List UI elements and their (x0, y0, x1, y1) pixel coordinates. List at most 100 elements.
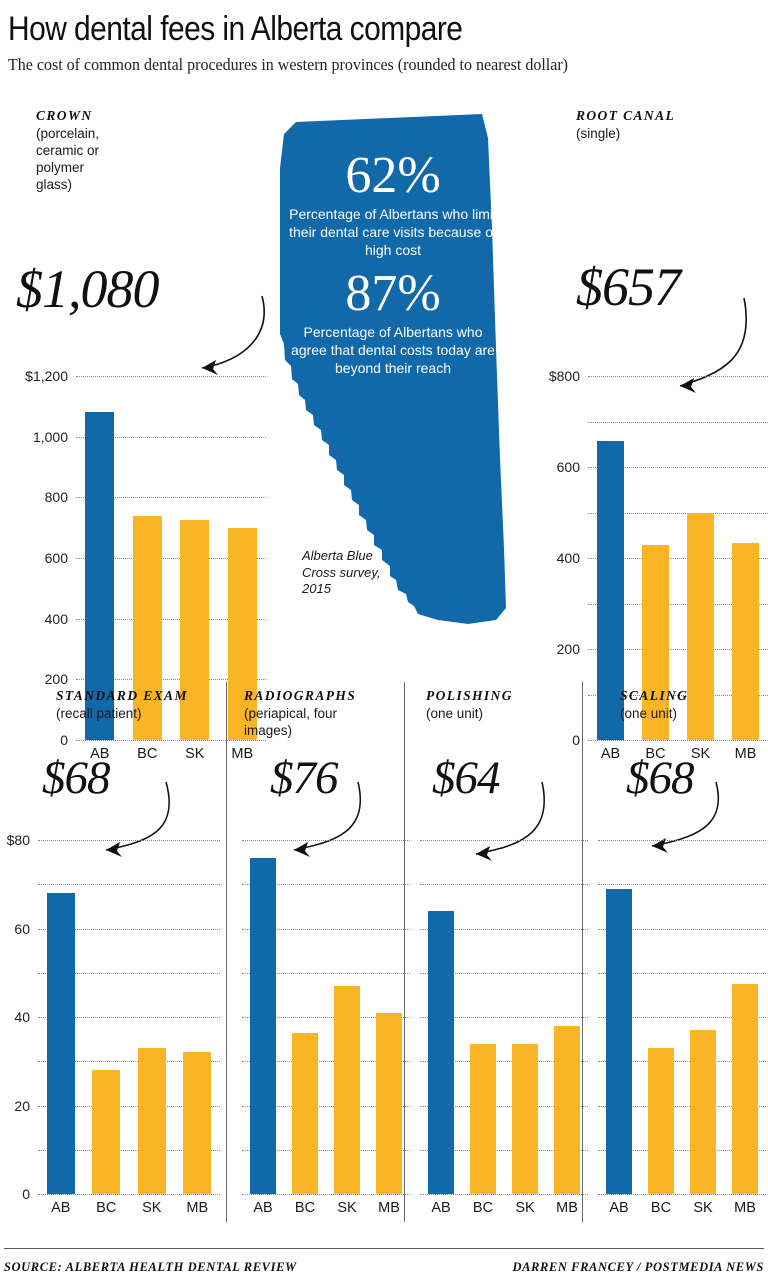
gridline (588, 649, 768, 650)
x-axis-category-label: SK (142, 1200, 162, 1216)
chart-heading-root-canal: ROOT CANAL (single) (576, 108, 675, 143)
panel-divider-2 (404, 682, 405, 1222)
gridline (588, 467, 768, 468)
header: How dental fees in Alberta compare The c… (8, 11, 760, 75)
panel-divider-1 (226, 682, 227, 1222)
plot-area-standard-exam: 0 20 40 60 $80 AB BC SK MB (7, 832, 220, 1216)
x-axis-category-label: MB (734, 746, 757, 762)
gridline (588, 694, 768, 696)
chart-title-crown: CROWN (36, 108, 93, 123)
x-axis-category-label: BC (137, 746, 158, 762)
gridline (420, 1149, 588, 1151)
gridline (242, 928, 410, 930)
y-axis-tick-label: 400 (556, 550, 580, 566)
chart-title-polishing: POLISHING (426, 688, 513, 703)
chart-subtitle-radiographs: (periapical, four images) (244, 706, 338, 738)
map-stat-2-percent: 87% (345, 265, 441, 322)
x-axis-category-label: MB (186, 1200, 209, 1216)
chart-title-scaling: SCALING (620, 688, 689, 703)
gridline (242, 1017, 410, 1018)
y-axis-tick-label: 200 (44, 671, 68, 688)
x-axis-category-label: SK (337, 1200, 357, 1216)
gridline (420, 1061, 588, 1063)
y-axis-tick-label: $1,200 (25, 368, 68, 384)
x-axis-category-label: AB (600, 746, 621, 762)
chart-heading-standard-exam: STANDARD EXAM (recall patient) (56, 688, 188, 723)
gridline (38, 1149, 220, 1151)
y-axis-tick-label: 60 (14, 920, 30, 937)
gridline (588, 558, 768, 559)
x-axis-category-label: SK (185, 746, 205, 762)
plot-area-radiographs: AB BC SK MB (242, 840, 410, 1216)
y-axis-tick-label: $80 (6, 832, 30, 848)
map-stat-2-description: Percentage of Albertans who agree that d… (291, 324, 495, 376)
alberta-map-panel: 62% Percentage of Albertans who limit th… (268, 108, 518, 638)
bar-scaling-SK (689, 1030, 716, 1194)
chart-title-root-canal: ROOT CANAL (576, 108, 676, 123)
bar-scaling-MB (731, 983, 758, 1194)
gridline (420, 928, 588, 930)
callout-arrow-polishing (475, 781, 545, 861)
map-stat-1-description: Percentage of Albertans who limit their … (289, 206, 497, 258)
gridline (420, 884, 588, 886)
gridline (38, 840, 220, 841)
bar-crown-SK (180, 520, 210, 740)
gridline (598, 1017, 766, 1018)
x-axis-category-label: MB (378, 1200, 400, 1216)
bar-polishing-AB (427, 910, 454, 1194)
gridline (38, 1194, 220, 1195)
chart-title-radiographs: RADIOGRAPHS (244, 688, 357, 703)
gridline (38, 1105, 220, 1107)
gridline (588, 512, 768, 514)
x-axis-category-label: AB (90, 746, 110, 762)
callout-arrow-radiographs (293, 781, 362, 857)
bar-standard-exam-AB (46, 893, 75, 1194)
gridline (598, 840, 766, 841)
y-axis-tick-label: 40 (14, 1009, 30, 1025)
map-stat-1-percent: 62% (345, 147, 441, 204)
map-source-note: Alberta Blue Cross survey, 2015 (302, 548, 381, 597)
bar-crown-MB (227, 527, 257, 740)
gridline (76, 679, 266, 681)
chart-heading-radiographs: RADIOGRAPHS (periapical, four images) (244, 688, 356, 740)
callout-arrow-scaling (651, 781, 720, 853)
gridline (598, 1105, 766, 1107)
gridline (242, 1149, 410, 1151)
chart-callout-value-root-canal: $657 (576, 257, 681, 317)
bar-root-canal-BC (641, 545, 670, 740)
bar-scaling-AB (605, 888, 632, 1194)
bar-scaling-BC (647, 1047, 674, 1194)
bar-polishing-SK (511, 1043, 538, 1194)
y-axis-tick-label: 1,000 (32, 428, 68, 445)
bar-radiographs-AB (249, 857, 276, 1194)
x-axis-category-label: SK (690, 746, 711, 762)
bar-radiographs-SK (333, 986, 360, 1194)
chart-subtitle-standard-exam: (recall patient) (56, 706, 142, 721)
bar-polishing-MB (553, 1025, 580, 1194)
callout-arrow-standard-exam (105, 781, 170, 857)
x-axis-category-label: AB (51, 1200, 71, 1216)
gridline (76, 497, 266, 499)
x-axis-category-label: BC (294, 1200, 316, 1216)
map-stat-2: 87% Percentage of Albertans who agree th… (268, 268, 518, 378)
chart-heading-polishing: POLISHING (one unit) (426, 688, 513, 723)
gridline (38, 972, 220, 974)
bar-root-canal-SK (686, 512, 715, 740)
panel-divider-3 (582, 682, 583, 1222)
x-axis-category-label: BC (96, 1200, 117, 1216)
bar-radiographs-BC (291, 1032, 318, 1194)
gridline (242, 884, 410, 886)
gridline (76, 740, 266, 741)
gridline (598, 928, 766, 930)
gridline (598, 1149, 766, 1151)
bar-radiographs-MB (375, 1012, 402, 1194)
gridline (242, 972, 410, 974)
y-axis-tick-label: $800 (548, 368, 580, 384)
y-axis-tick-label: 0 (60, 732, 68, 748)
y-axis-tick-label: 200 (556, 641, 580, 657)
gridline (38, 1017, 220, 1018)
gridline (38, 1061, 220, 1063)
x-axis-category-label: MB (734, 1200, 756, 1216)
page-subtitle: The cost of common dental procedures in … (8, 54, 568, 74)
